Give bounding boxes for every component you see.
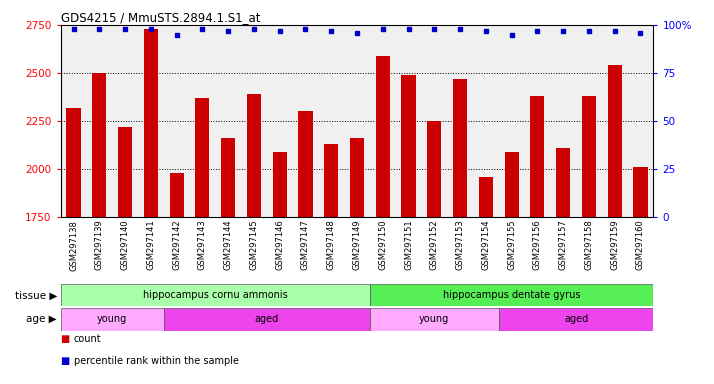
Bar [479, 177, 493, 217]
Bar [92, 73, 106, 217]
Text: young: young [419, 314, 449, 324]
Bar [370, 308, 498, 331]
Bar [370, 284, 653, 306]
Text: aged: aged [564, 314, 588, 324]
Bar [61, 284, 370, 306]
Text: count: count [74, 334, 101, 344]
Text: young: young [97, 314, 127, 324]
Bar [453, 79, 467, 217]
Text: ■: ■ [61, 334, 73, 344]
Text: GDS4215 / MmuSTS.2894.1.S1_at: GDS4215 / MmuSTS.2894.1.S1_at [61, 11, 260, 24]
Text: age ▶: age ▶ [26, 314, 57, 324]
Bar [196, 98, 209, 217]
Bar [608, 65, 622, 217]
Text: aged: aged [255, 314, 279, 324]
Bar [324, 144, 338, 217]
Bar [633, 167, 648, 217]
Bar [118, 127, 132, 217]
Text: tissue ▶: tissue ▶ [15, 290, 57, 300]
Bar [169, 173, 183, 217]
Text: hippocampus cornu ammonis: hippocampus cornu ammonis [143, 290, 288, 300]
Bar [273, 152, 287, 217]
Bar [298, 111, 313, 217]
Bar [66, 108, 81, 217]
Bar [556, 148, 570, 217]
Bar [164, 308, 370, 331]
Bar [350, 138, 364, 217]
Bar [498, 308, 653, 331]
Bar [427, 121, 441, 217]
Bar [61, 308, 164, 331]
Bar [376, 56, 390, 217]
Bar [582, 96, 596, 217]
Text: hippocampus dentate gyrus: hippocampus dentate gyrus [443, 290, 580, 300]
Bar [531, 96, 545, 217]
Bar [505, 152, 518, 217]
Bar [401, 75, 416, 217]
Bar [247, 94, 261, 217]
Text: percentile rank within the sample: percentile rank within the sample [74, 356, 238, 366]
Bar [144, 29, 158, 217]
Text: ■: ■ [61, 356, 73, 366]
Bar [221, 138, 235, 217]
